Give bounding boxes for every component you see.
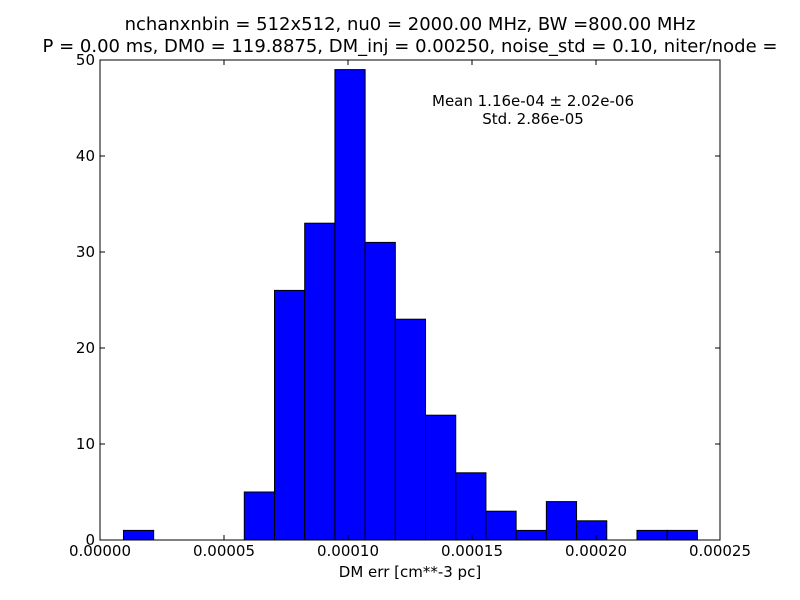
histogram-bar (122, 529, 155, 541)
histogram-bar (334, 69, 366, 541)
histogram-bar (394, 318, 427, 541)
stats-annotation: Mean 1.16e-04 ± 2.02e-06 Std. 2.86e-05 (432, 92, 634, 128)
histogram-bar (364, 241, 396, 541)
title-line-2: P = 0.00 ms, DM0 = 119.8875, DM_inj = 0.… (43, 36, 778, 57)
std-annotation: Std. 2.86e-05 (482, 110, 584, 128)
histogram-bar (273, 289, 306, 541)
histogram-bar (515, 529, 547, 541)
y-axis: 0 10 20 30 40 50 (76, 51, 720, 549)
x-tick-label: 0.00025 (689, 542, 751, 560)
x-tick-label: 0.00010 (317, 542, 379, 560)
plot-frame (99, 59, 721, 541)
histogram-bar (243, 491, 275, 541)
y-tick-label: 10 (76, 435, 95, 453)
x-tick-label: 0.00015 (441, 542, 503, 560)
x-axis-label: DM err [cm**-3 pc] (339, 563, 481, 581)
y-tick-label: 40 (76, 147, 95, 165)
x-tick-label: 0.00005 (193, 542, 255, 560)
y-tick-label: 0 (85, 531, 95, 549)
histogram-bar (576, 520, 608, 541)
y-tick-label: 30 (76, 243, 95, 261)
histogram-bar (485, 510, 517, 541)
mean-annotation: Mean 1.16e-04 ± 2.02e-06 (432, 92, 634, 110)
y-tick-label: 50 (76, 51, 95, 69)
histogram-bar (425, 414, 457, 541)
y-tick-label: 20 (76, 339, 95, 357)
x-axis: 0.00000 0.00005 0.00010 0.00015 0.00020 0.000… (69, 60, 751, 560)
histogram-bar (304, 222, 336, 541)
histogram-bar (636, 529, 668, 541)
x-tick-label: 0.00000 (69, 542, 131, 560)
title-line-1: nchanxnbin = 512x512, nu0 = 2000.00 MHz,… (125, 14, 696, 35)
x-tick-label: 0.00020 (565, 542, 627, 560)
bars (122, 69, 698, 541)
histogram-bar (666, 529, 698, 541)
histogram-bar (545, 501, 578, 541)
histogram-bar (455, 472, 487, 541)
chart-title: nchanxnbin = 512x512, nu0 = 2000.00 MHz,… (43, 14, 778, 57)
